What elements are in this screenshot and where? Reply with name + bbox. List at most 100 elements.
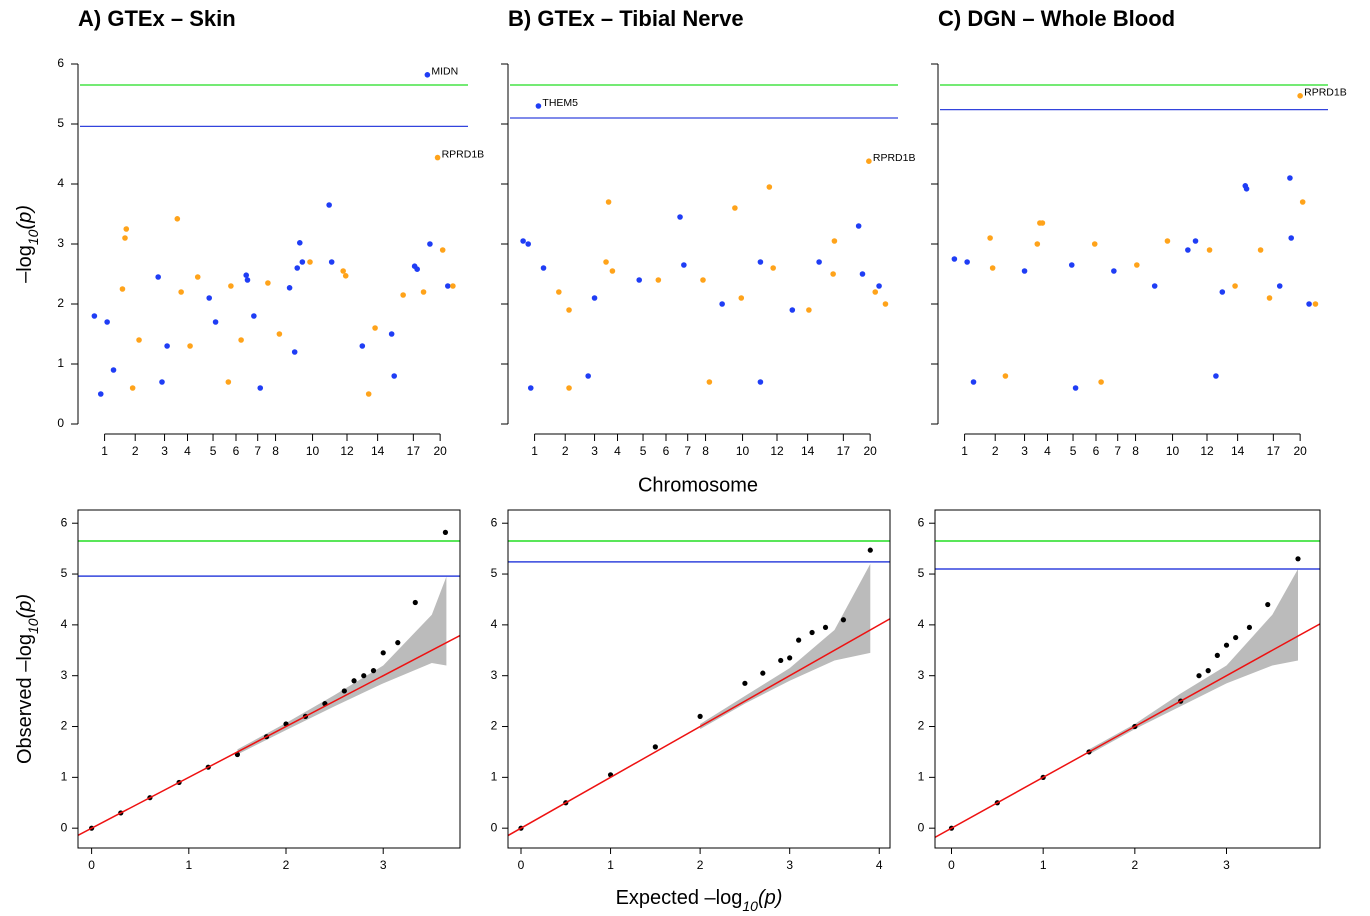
plot-area	[508, 540, 890, 837]
x-tick-label: 14	[1231, 444, 1245, 458]
x-tick-label: 5	[640, 444, 647, 458]
x-tick-label: 8	[1132, 444, 1139, 458]
snp-point	[359, 343, 366, 349]
x-tick-label: 3	[1021, 444, 1028, 458]
snp-point	[757, 259, 764, 265]
qq-point	[341, 688, 347, 694]
reference-line	[78, 634, 460, 836]
label-part: –log	[14, 245, 36, 283]
x-tick-label: 10	[306, 444, 320, 458]
gene-label: RPRD1B	[1304, 87, 1347, 99]
snp-point	[1072, 385, 1079, 391]
x-tick-label: 5	[210, 444, 217, 458]
plot-frame	[934, 509, 1321, 849]
snp-point	[439, 247, 446, 253]
snp-point	[365, 391, 372, 397]
y-axis-label: –log10(p)	[14, 205, 40, 283]
x-tick-label: 2	[283, 858, 290, 872]
label-part: 10	[25, 229, 41, 245]
snp-point	[276, 331, 283, 337]
y-tick-label: 2	[491, 719, 498, 733]
snp-point	[770, 265, 776, 271]
snp-point	[989, 265, 996, 271]
label-part: 10	[742, 898, 758, 914]
snp-point	[525, 241, 532, 247]
x-tick-label: 4	[1044, 444, 1051, 458]
snp-point	[119, 286, 126, 292]
confidence-band	[700, 563, 871, 730]
x-tick-label: 1	[961, 444, 968, 458]
x-tick-label: 2	[992, 444, 999, 458]
x-tick-label: 14	[801, 444, 815, 458]
snp-point	[789, 307, 796, 313]
snp-point	[164, 343, 170, 349]
x-tick-label: 20	[1293, 444, 1307, 458]
snp-point	[1232, 283, 1238, 289]
y-tick-label: 0	[61, 820, 68, 834]
snp-point	[1206, 247, 1213, 253]
x-tick-label: 20	[433, 444, 447, 458]
snp-point	[187, 343, 193, 349]
x-tick-label: 3	[591, 444, 598, 458]
qq-point	[867, 547, 873, 553]
qq-point	[809, 629, 815, 636]
gene-label: THEM5	[542, 97, 578, 109]
snp-point	[122, 235, 128, 241]
qq-point	[351, 678, 357, 684]
y-tick-label: 2	[57, 296, 64, 310]
qq-point	[1205, 668, 1211, 674]
snp-point	[299, 259, 306, 265]
label-part: 10	[25, 618, 41, 634]
snp-point	[328, 259, 335, 265]
snp-point	[178, 289, 184, 295]
qq-point	[380, 650, 386, 656]
snp-point	[757, 379, 764, 385]
snp-point	[535, 103, 542, 109]
qq-point	[370, 668, 377, 674]
x-tick-label: 8	[702, 444, 709, 458]
y-tick-label: 0	[918, 820, 925, 834]
snp-point	[831, 238, 838, 244]
y-tick-label: 1	[61, 770, 68, 784]
snp-point	[1151, 283, 1158, 289]
snp-point	[97, 391, 104, 397]
snp-point	[766, 184, 773, 190]
qq-point	[1196, 673, 1202, 679]
x-tick-label: 4	[614, 444, 621, 458]
x-tick-label: 0	[948, 858, 955, 872]
snp-point	[1297, 93, 1303, 99]
snp-point	[603, 259, 609, 265]
snp-point	[866, 158, 872, 164]
x-axis-label: Expected –log10(p)	[616, 887, 783, 913]
snp-point	[732, 205, 738, 211]
panel-title: B) GTEx – Tibial Nerve	[508, 6, 744, 31]
x-tick-label: 4	[876, 858, 883, 872]
snp-point	[238, 337, 244, 343]
snp-point	[1068, 262, 1075, 268]
snp-point	[566, 307, 572, 313]
qq-point	[1246, 624, 1253, 631]
qq-point	[1233, 634, 1239, 641]
label-part: (p)	[758, 887, 782, 909]
qq-point	[395, 640, 401, 646]
y-tick-label: 4	[61, 617, 68, 631]
x-tick-label: 7	[1114, 444, 1121, 458]
snp-point	[400, 292, 406, 298]
snp-point	[1098, 379, 1104, 385]
y-tick-label: 2	[918, 719, 925, 733]
snp-point	[244, 277, 251, 283]
label-part: (p)	[14, 205, 36, 229]
snp-point	[1134, 262, 1140, 268]
x-tick-label: 3	[786, 858, 793, 872]
snp-point	[806, 307, 812, 313]
gene-label: MIDN	[431, 66, 458, 78]
snp-point	[225, 379, 232, 385]
snp-point	[414, 266, 420, 273]
snp-point	[855, 223, 862, 229]
y-tick-label: 5	[918, 566, 925, 580]
snp-point	[286, 285, 293, 291]
y-tick-label: 2	[61, 719, 68, 733]
y-tick-label: 1	[491, 770, 498, 784]
qq-point	[742, 680, 748, 686]
